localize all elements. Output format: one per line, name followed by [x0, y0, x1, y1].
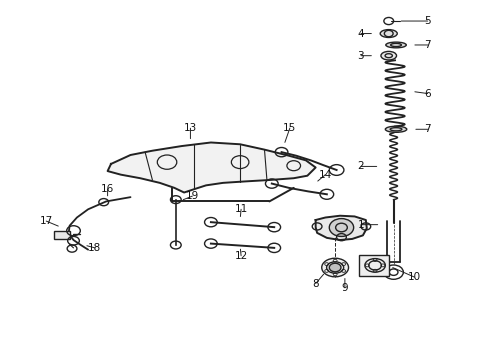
- Text: 6: 6: [424, 89, 431, 99]
- Text: 7: 7: [424, 40, 431, 50]
- Polygon shape: [316, 216, 367, 240]
- Text: 7: 7: [424, 124, 431, 134]
- Text: 14: 14: [319, 170, 332, 180]
- Text: 9: 9: [342, 283, 348, 293]
- Ellipse shape: [385, 126, 407, 132]
- Bar: [360, 255, 389, 276]
- Polygon shape: [108, 143, 316, 193]
- Ellipse shape: [386, 42, 406, 48]
- Text: 10: 10: [408, 272, 421, 282]
- Text: 5: 5: [424, 16, 431, 26]
- Text: 19: 19: [186, 191, 199, 201]
- Text: 11: 11: [235, 204, 248, 214]
- Ellipse shape: [381, 51, 396, 60]
- Text: 16: 16: [101, 184, 114, 194]
- Text: 18: 18: [88, 243, 101, 253]
- Bar: [54, 231, 70, 239]
- Ellipse shape: [322, 258, 348, 277]
- Text: 1: 1: [358, 220, 364, 230]
- Text: 15: 15: [283, 123, 296, 133]
- Ellipse shape: [380, 30, 397, 37]
- Text: 12: 12: [235, 251, 248, 261]
- Circle shape: [329, 263, 341, 272]
- Text: 2: 2: [358, 161, 364, 171]
- Text: 4: 4: [358, 28, 364, 39]
- Text: 17: 17: [40, 216, 53, 226]
- Text: 3: 3: [358, 51, 364, 61]
- Circle shape: [329, 219, 354, 237]
- Text: 8: 8: [312, 279, 319, 289]
- Text: 13: 13: [184, 123, 197, 133]
